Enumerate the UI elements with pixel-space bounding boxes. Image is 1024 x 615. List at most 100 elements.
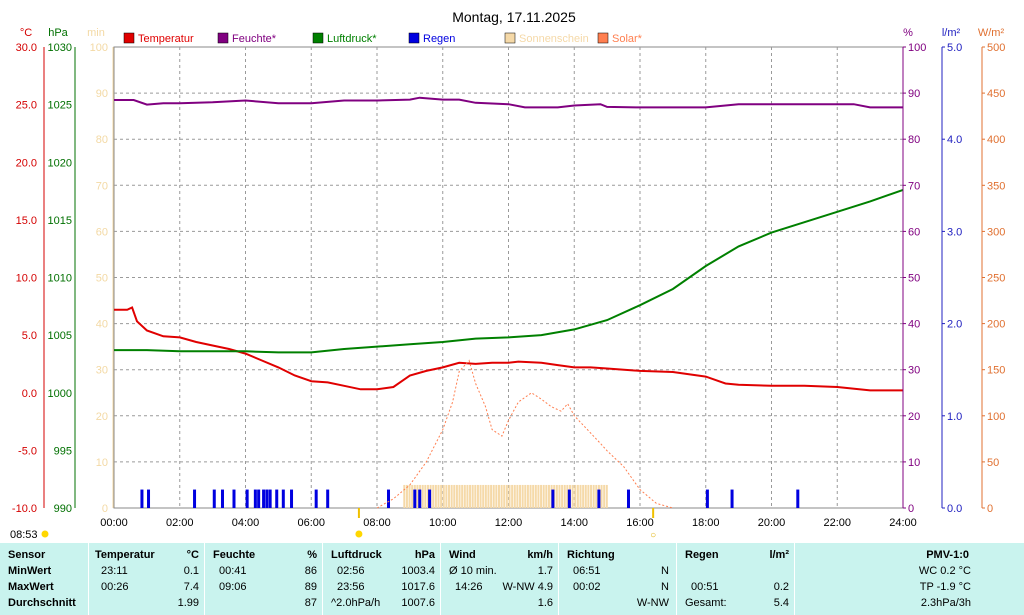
sunshine-bar: [463, 484, 466, 508]
pressure-tick-label: 1030: [48, 42, 72, 54]
humidity-tick-label: 70: [908, 180, 920, 192]
x-tick-label: 08:00: [363, 517, 391, 529]
sunshine-bar: [416, 484, 419, 508]
legend-label: Feuchte*: [232, 33, 277, 45]
sunshine-bar: [532, 484, 535, 508]
current-time-marker: [41, 530, 49, 538]
x-tick-label: 02:00: [166, 517, 194, 529]
row-label-min: MinWert: [8, 565, 52, 577]
rain-bar: [418, 489, 422, 508]
minutes-tick-label: 10: [96, 457, 108, 469]
rain-bar: [147, 489, 151, 508]
humidity-min: 86: [304, 565, 317, 577]
chart-title: Montag, 17.11.2025: [452, 9, 576, 25]
wind-avg: 1.6: [537, 597, 553, 609]
pressure-tick-label: 1020: [48, 157, 72, 169]
sunshine-bar: [511, 484, 514, 508]
minutes-tick-label: 50: [96, 273, 108, 285]
direction-min: N: [661, 565, 669, 577]
minutes-tick-label: 80: [96, 134, 108, 146]
rain-bar: [140, 489, 144, 508]
humidity-tick-label: 40: [908, 319, 920, 331]
sunshine-bar: [508, 484, 511, 508]
sunshine-bar: [408, 484, 411, 508]
sunshine-bar: [503, 484, 506, 508]
direction-column: Richtung 06:51 N 00:02 N W-NW: [558, 543, 677, 615]
sunshine-bar: [426, 484, 429, 508]
solar-tick-label: 100: [987, 411, 1005, 423]
rain-bar: [730, 489, 734, 508]
direction-max: N: [661, 581, 669, 593]
humidity-header: Feuchte: [213, 549, 256, 561]
humidity-tick-label: 50: [908, 273, 920, 285]
direction-header: Richtung: [567, 549, 615, 561]
sunshine-bar: [605, 484, 608, 508]
sunshine-bar: [521, 484, 524, 508]
sunshine-bar: [440, 484, 443, 508]
temperature-unit: °C: [186, 549, 199, 561]
pressure-tick-label: 1010: [48, 273, 72, 285]
minutes-tick-label: 100: [90, 42, 108, 54]
legend-swatch: [123, 32, 135, 44]
humidity-tick-label: 20: [908, 411, 920, 423]
rain-unit-label: l/m²: [942, 27, 961, 39]
legend-swatch: [217, 32, 229, 44]
sunshine-bar: [529, 484, 532, 508]
legend-label: Luftdruck*: [327, 33, 377, 45]
pmv-header: PMV-1:0: [926, 549, 969, 561]
legend: Temperatur Feuchte* Luftdruck* Regen Sonnens…: [123, 32, 643, 45]
x-tick-label: 04:00: [232, 517, 260, 529]
temperature-column: Temperatur °C 23:11 0.1 00:26 7.4 1.99: [88, 543, 205, 615]
sunshine-bar: [474, 484, 477, 508]
x-tick-label: 22:00: [823, 517, 851, 529]
humidity-tick-label: 90: [908, 88, 920, 100]
wind-min: 1.7: [537, 565, 553, 577]
legend-label: Sonnenschein: [519, 33, 589, 45]
humidity-max-time: 09:06: [219, 581, 247, 593]
sunshine-bar: [471, 484, 474, 508]
legend-swatch: [504, 32, 516, 44]
x-tick-label: 12:00: [495, 517, 523, 529]
temp-tick-label: -10.0: [12, 503, 37, 515]
humidity-tick-label: 80: [908, 134, 920, 146]
sunshine-bar: [466, 484, 469, 508]
rain-bars: [140, 489, 800, 508]
series-lines: [114, 96, 904, 509]
sunshine-bar: [516, 484, 519, 508]
minutes-tick-label: 70: [96, 180, 108, 192]
minutes-tick-label: 60: [96, 226, 108, 238]
x-tick-label: 14:00: [560, 517, 588, 529]
legend-label: Solar*: [612, 33, 643, 45]
sunshine-bar: [482, 484, 485, 508]
sunshine-bar: [500, 484, 503, 508]
sunshine-bar: [534, 484, 537, 508]
solar-tick-label: 500: [987, 42, 1005, 54]
rain-bar: [428, 489, 432, 508]
rain-bar: [314, 489, 318, 508]
sunshine-bar: [411, 484, 414, 508]
minutes-tick-label: 90: [96, 88, 108, 100]
temperature-max: 7.4: [183, 581, 199, 593]
current-time-label: 08:53: [10, 529, 38, 541]
sunshine-bar: [487, 484, 490, 508]
sunshine-bar: [603, 484, 606, 508]
sunshine-bar: [590, 484, 593, 508]
rain-total-label: Gesamt:: [685, 597, 727, 609]
pressure-tick-label: 995: [54, 445, 72, 457]
pressure-min-time: 02:56: [337, 565, 365, 577]
rain-bar: [245, 489, 249, 508]
x-tick-label: 06:00: [297, 517, 325, 529]
pressure-avg: 1007.6: [401, 597, 435, 609]
pressure-min: 1003.4: [401, 565, 435, 577]
humidity-tick-label: 60: [908, 226, 920, 238]
pressure-tick-label: 1015: [48, 215, 72, 227]
temperature-header: Temperatur: [95, 549, 155, 561]
temperature-avg: 1.99: [177, 597, 199, 609]
minutes-tick-label: 40: [96, 319, 108, 331]
sunshine-bar: [592, 484, 595, 508]
row-label-avg: Durchschnitt: [8, 597, 76, 609]
sunshine-bar: [437, 484, 440, 508]
x-tick-label: 16:00: [626, 517, 654, 529]
sunshine-bar: [519, 484, 522, 508]
minutes-unit-label: min: [87, 27, 105, 39]
